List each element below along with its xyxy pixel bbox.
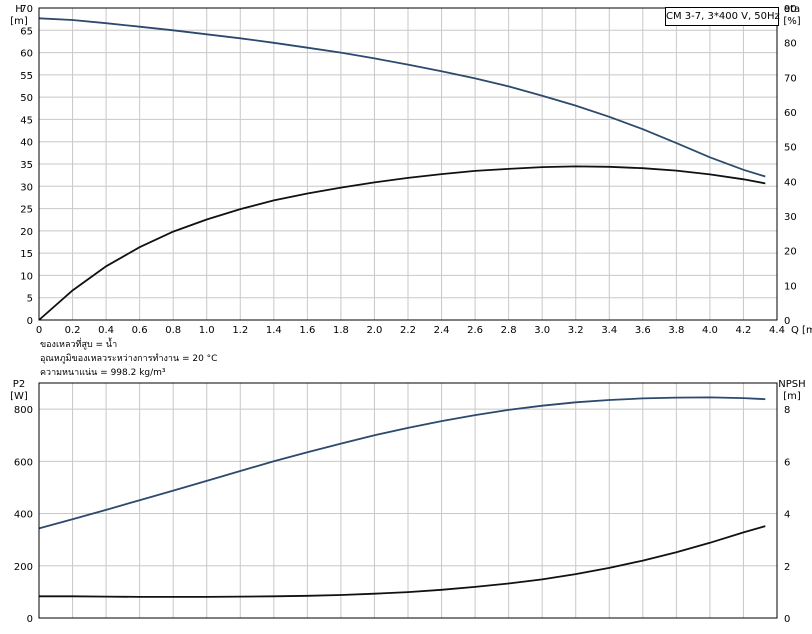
liquid-info: ของเหลวที่สูบ = น้ำ	[40, 340, 118, 350]
bottom-left-tick-label: 400	[14, 510, 33, 521]
x-tick-label: 3.0	[534, 325, 550, 336]
x-tick-label: 4.2	[736, 325, 752, 336]
top-left-tick-label: 50	[20, 93, 33, 104]
x-tick-label: 4.4	[769, 325, 785, 336]
x-tick-label: 3.8	[668, 325, 684, 336]
top-right-tick-label: 80	[784, 39, 797, 50]
x-tick-label: 2.4	[434, 325, 450, 336]
top-left-tick-label: 5	[27, 294, 33, 305]
density-info: ความหนาแน่น = 998.2 kg/m³	[40, 368, 166, 378]
x-axis-label: Q [m³/h]	[791, 325, 812, 336]
x-tick-label: 4.0	[702, 325, 718, 336]
temperature-info: อุณหภูมิของเหลวระหว่างการทำงาน = 20 °C	[40, 354, 218, 364]
bottom-right-axis-name: NPSH	[778, 379, 805, 390]
top-plot-frame	[38, 7, 778, 321]
x-tick-label: 0.2	[65, 325, 81, 336]
top-left-tick-label: 10	[20, 271, 33, 282]
bottom-right-axis-curve	[39, 525, 766, 598]
top-left-tick-label: 30	[20, 182, 33, 193]
pump-model-label: CM 3-7, 3*400 V, 50Hz	[665, 7, 780, 26]
top-right-tick-label: 30	[784, 212, 797, 223]
x-tick-label: 2.0	[367, 325, 383, 336]
top-left-tick-label: 35	[20, 160, 33, 171]
x-tick-label: 1.6	[299, 325, 315, 336]
bottom-right-tick-label: 4	[784, 510, 790, 521]
top-left-tick-label: 40	[20, 138, 33, 149]
bottom-left-axis-unit: [W]	[10, 391, 28, 402]
bottom-left-axis-curve	[38, 396, 766, 530]
bottom-right-tick-label: 6	[784, 457, 790, 468]
x-tick-label: 0.8	[165, 325, 181, 336]
top-left-axis-unit: [m]	[10, 16, 28, 27]
bottom-left-tick-label: 800	[14, 405, 33, 416]
top-left-tick-label: 25	[20, 205, 33, 216]
top-right-tick-label: 90	[784, 4, 797, 15]
top-right-tick-label: 20	[784, 247, 797, 258]
top-right-tick-label: 40	[784, 177, 797, 188]
x-tick-label: 2.6	[467, 325, 483, 336]
x-tick-label: 0.6	[132, 325, 148, 336]
top-right-axis-curve	[38, 165, 766, 321]
bottom-right-tick-label: 2	[784, 562, 790, 573]
x-tick-label: 2.8	[501, 325, 517, 336]
x-tick-label: 0	[36, 325, 42, 336]
bottom-plot-frame	[38, 382, 778, 619]
bottom-right-axis-unit: [m]	[783, 391, 801, 402]
x-tick-label: 3.4	[601, 325, 617, 336]
top-left-tick-label: 15	[20, 249, 33, 260]
top-left-tick-label: 55	[20, 71, 33, 82]
top-right-tick-label: 0	[784, 316, 790, 327]
bottom-left-tick-label: 200	[14, 562, 33, 573]
top-left-tick-label: 45	[20, 115, 33, 126]
top-right-axis-name: eta	[784, 4, 800, 15]
top-left-tick-label: 20	[20, 227, 33, 238]
x-tick-label: 1.2	[232, 325, 248, 336]
top-right-axis-unit: [%]	[783, 16, 800, 27]
top-left-axis-name: H	[15, 4, 23, 15]
top-right-tick-label: 70	[784, 73, 797, 84]
bottom-left-tick-label: 600	[14, 457, 33, 468]
x-tick-label: 0.4	[98, 325, 114, 336]
top-left-tick-label: 70	[20, 4, 33, 15]
x-tick-label: 1.8	[333, 325, 349, 336]
x-tick-label: 3.6	[635, 325, 651, 336]
bottom-right-tick-label: 8	[784, 405, 790, 416]
top-left-tick-label: 0	[27, 316, 33, 327]
bottom-left-axis-name: P2	[13, 379, 25, 390]
bottom-left-tick-label: 0	[27, 614, 33, 625]
x-tick-label: 3.2	[568, 325, 584, 336]
top-right-tick-label: 60	[784, 108, 797, 119]
top-left-axis-curve	[38, 17, 766, 178]
x-tick-label: 1.4	[266, 325, 282, 336]
top-left-tick-label: 60	[20, 49, 33, 60]
bottom-right-tick-label: 0	[784, 614, 790, 625]
x-tick-label: 2.2	[400, 325, 416, 336]
x-tick-label: 1.0	[199, 325, 215, 336]
top-left-tick-label: 65	[20, 26, 33, 37]
top-right-tick-label: 50	[784, 143, 797, 154]
top-right-tick-label: 10	[784, 281, 797, 292]
